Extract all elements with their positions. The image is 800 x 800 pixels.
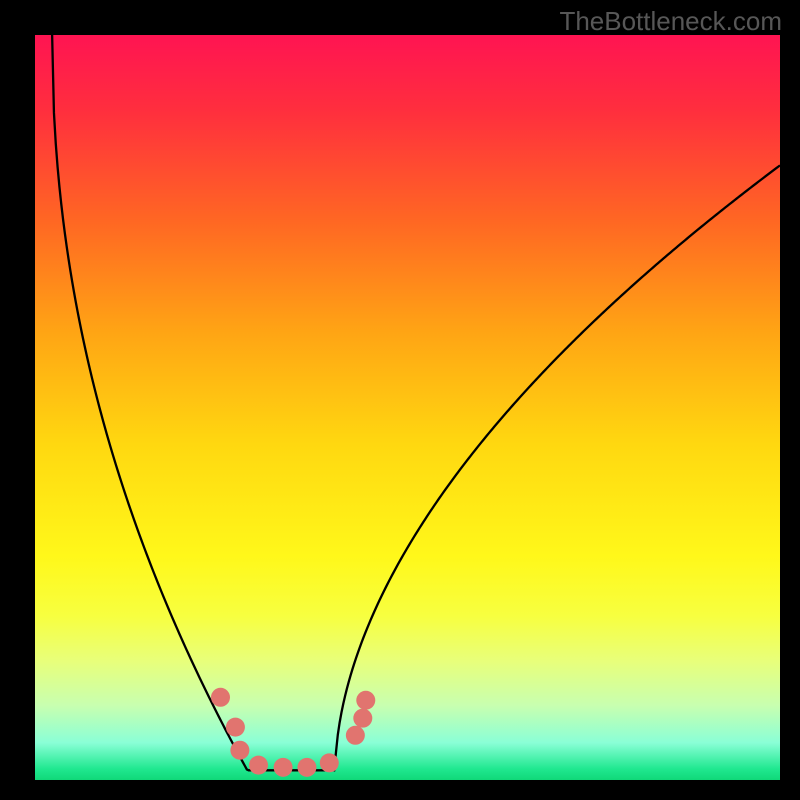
curve-marker bbox=[211, 688, 230, 707]
curve-marker bbox=[353, 709, 372, 728]
curve-marker bbox=[226, 718, 245, 737]
curve-markers bbox=[211, 688, 375, 777]
chart-container: { "canvas": { "width": 800, "height": 80… bbox=[0, 0, 800, 800]
curve-marker bbox=[356, 691, 375, 710]
watermark-text: TheBottleneck.com bbox=[559, 6, 782, 37]
curve-marker bbox=[320, 753, 339, 772]
bottleneck-curve bbox=[52, 35, 780, 770]
curve-marker bbox=[346, 726, 365, 745]
curve-marker bbox=[297, 758, 316, 777]
curve-overlay bbox=[35, 35, 780, 780]
curve-marker bbox=[249, 756, 268, 775]
curve-marker bbox=[230, 741, 249, 760]
curve-marker bbox=[274, 758, 293, 777]
plot-area bbox=[35, 35, 780, 780]
